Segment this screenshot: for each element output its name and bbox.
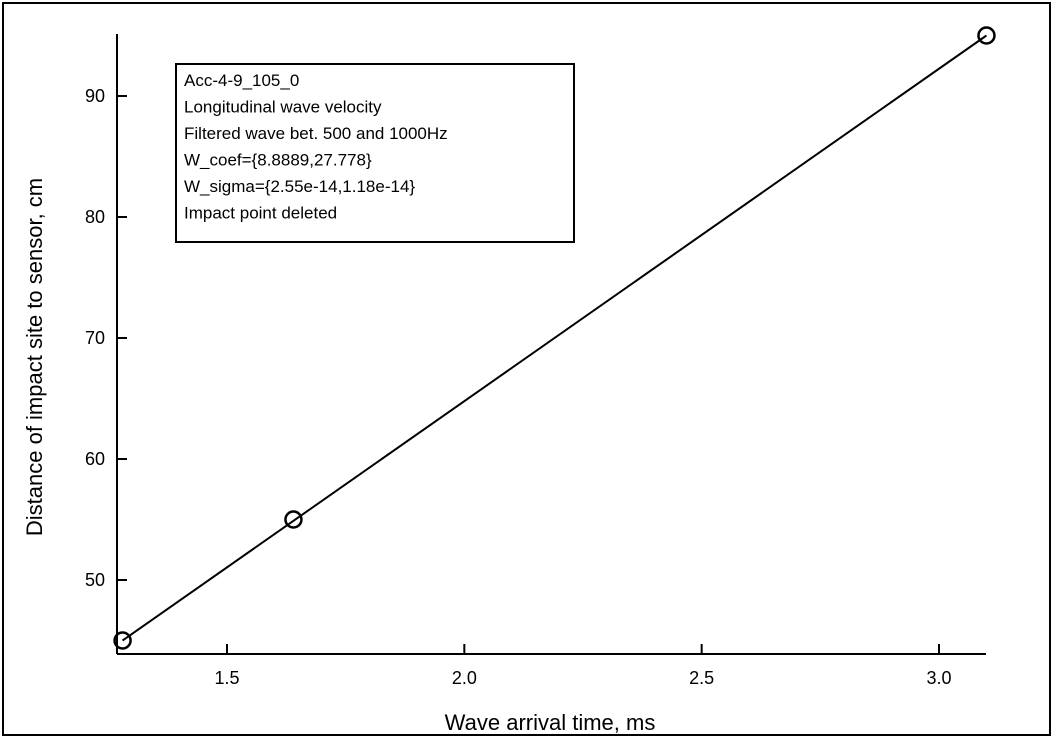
x-tick-label: 2.5	[689, 668, 714, 688]
annotation-line: Acc-4-9_105_0	[184, 71, 299, 90]
y-axis-label: Distance of impact site to sensor, cm	[22, 178, 47, 536]
annotation-line: W_sigma={2.55e-14,1.18e-14}	[184, 177, 415, 196]
y-tick-label: 80	[85, 207, 105, 227]
x-tick-label: 2.0	[452, 668, 477, 688]
ticks: 1.5 2.0 2.5 3.0 50 60 70 80 90	[85, 86, 952, 688]
x-tick-label: 1.5	[214, 668, 239, 688]
y-tick-label: 70	[85, 328, 105, 348]
annotation-line: Filtered wave bet. 500 and 1000Hz	[184, 124, 448, 143]
data-point	[977, 26, 996, 45]
annotation-line: Longitudinal wave velocity	[184, 98, 382, 117]
annotation-box: Acc-4-9_105_0 Longitudinal wave velocity F…	[175, 63, 575, 243]
y-tick-label: 60	[85, 449, 105, 469]
fit-line	[121, 34, 988, 642]
x-tick-label: 3.0	[926, 668, 951, 688]
plot-area	[113, 26, 996, 650]
annotation-frame	[175, 63, 575, 243]
x-axis-label: Wave arrival time, ms	[445, 710, 656, 735]
y-tick-label: 50	[85, 570, 105, 590]
annotation-line: Impact point deleted	[184, 204, 337, 223]
annotation-line: W_coef={8.8889,27.778}	[184, 151, 372, 170]
y-tick-label: 90	[85, 86, 105, 106]
data-point	[113, 631, 132, 650]
axes	[116, 34, 986, 655]
data-point	[284, 510, 303, 529]
